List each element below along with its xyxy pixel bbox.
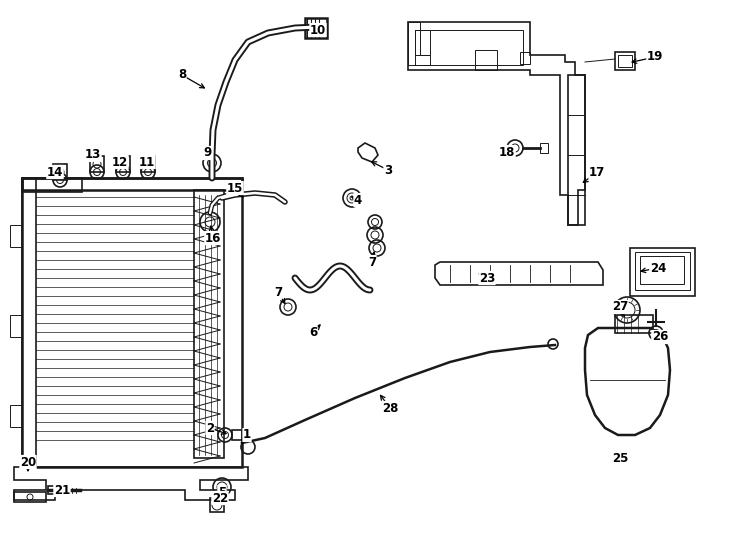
Bar bbox=[10, 225, 22, 247]
Text: 10: 10 bbox=[310, 24, 326, 37]
Text: 23: 23 bbox=[479, 272, 495, 285]
Bar bbox=[615, 52, 635, 70]
Text: 22: 22 bbox=[212, 491, 228, 504]
Text: 4: 4 bbox=[354, 193, 362, 206]
Text: 8: 8 bbox=[178, 69, 186, 82]
Bar bbox=[475, 50, 497, 70]
Bar bbox=[22, 178, 82, 192]
Bar bbox=[116, 156, 130, 172]
Text: 17: 17 bbox=[589, 165, 605, 179]
Text: 16: 16 bbox=[205, 232, 221, 245]
Text: 19: 19 bbox=[647, 51, 664, 64]
Text: 9: 9 bbox=[203, 146, 211, 159]
Bar bbox=[232, 430, 242, 440]
Text: 7: 7 bbox=[274, 286, 282, 299]
Bar bbox=[141, 156, 155, 172]
Text: 26: 26 bbox=[652, 330, 668, 343]
Text: 20: 20 bbox=[20, 456, 36, 469]
Text: 5: 5 bbox=[218, 485, 226, 498]
Bar bbox=[48, 486, 58, 494]
Bar bbox=[194, 190, 224, 458]
Bar bbox=[415, 30, 523, 65]
Text: 25: 25 bbox=[612, 451, 628, 464]
Bar bbox=[540, 143, 548, 153]
Text: 27: 27 bbox=[612, 300, 628, 314]
Text: 18: 18 bbox=[499, 145, 515, 159]
Bar bbox=[10, 405, 22, 427]
Text: 12: 12 bbox=[112, 156, 128, 168]
Bar bbox=[615, 315, 653, 333]
Text: 7: 7 bbox=[368, 255, 376, 268]
Bar bbox=[53, 164, 67, 180]
Text: 2: 2 bbox=[206, 422, 214, 435]
Bar bbox=[635, 252, 690, 290]
Bar bbox=[10, 315, 22, 337]
Text: 6: 6 bbox=[309, 326, 317, 339]
Bar bbox=[640, 256, 684, 284]
Text: 1: 1 bbox=[243, 429, 251, 442]
Bar bbox=[210, 498, 224, 512]
Bar bbox=[568, 75, 585, 225]
Text: 13: 13 bbox=[85, 148, 101, 161]
Text: 21: 21 bbox=[54, 483, 70, 496]
Text: 28: 28 bbox=[382, 402, 398, 415]
Bar bbox=[630, 248, 695, 296]
Bar bbox=[22, 178, 36, 467]
Bar bbox=[90, 156, 104, 172]
Text: 14: 14 bbox=[47, 165, 63, 179]
Bar bbox=[618, 55, 632, 67]
Text: 15: 15 bbox=[227, 181, 243, 194]
Text: 24: 24 bbox=[650, 261, 666, 274]
Text: 11: 11 bbox=[139, 156, 155, 168]
Bar bbox=[520, 52, 530, 64]
Bar bbox=[305, 18, 327, 38]
Bar bbox=[22, 178, 242, 190]
Text: 3: 3 bbox=[384, 164, 392, 177]
